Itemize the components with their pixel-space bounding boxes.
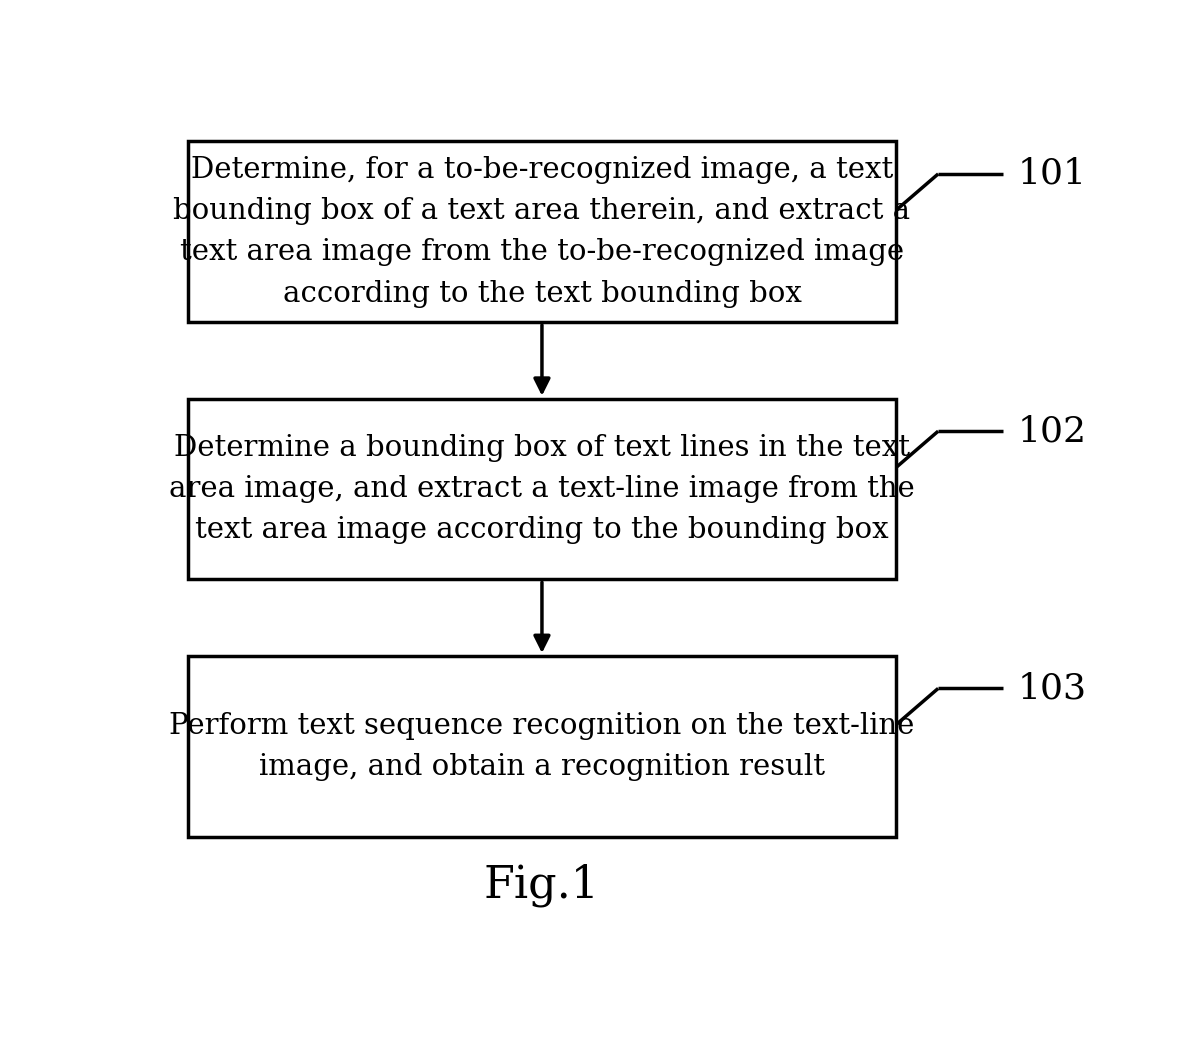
Bar (188, 399, 896, 579)
Text: Determine a bounding box of text lines in the text
area image, and extract a tex: Determine a bounding box of text lines i… (170, 434, 914, 544)
Bar (188, 656, 896, 836)
Text: 102: 102 (1018, 414, 1086, 448)
Text: Perform text sequence recognition on the text-line
image, and obtain a recogniti: Perform text sequence recognition on the… (170, 712, 914, 781)
Text: Determine, for a to-be-recognized image, a text
bounding box of a text area ther: Determine, for a to-be-recognized image,… (173, 156, 911, 308)
Text: 101: 101 (1018, 157, 1086, 191)
Bar (188, 141, 896, 323)
Text: 103: 103 (1018, 671, 1086, 706)
Text: Fig.1: Fig.1 (484, 863, 600, 906)
